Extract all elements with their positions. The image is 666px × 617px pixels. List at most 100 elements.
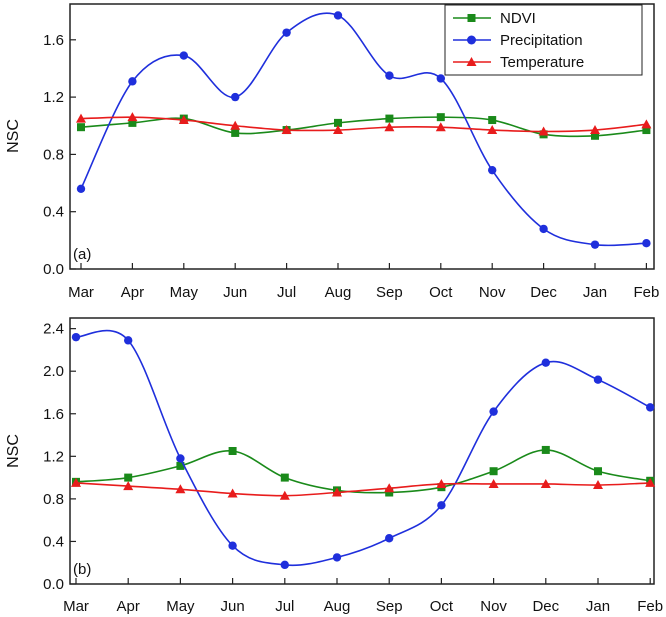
- panel-a-x-tick-label: Apr: [121, 284, 144, 301]
- panel-a-x-tick-label: Jun: [223, 284, 247, 301]
- panel-a-precipitation-point: [128, 77, 137, 86]
- panel-a-ndvi-point: [231, 128, 240, 137]
- panel-b-precipitation-point: [332, 553, 342, 562]
- panel-b-y-axis-title: NSC: [5, 434, 22, 468]
- panel-b-precipitation-point: [489, 407, 498, 416]
- panel-a: 0.0 0.4 0.8 1.2 1.6 Mar Apr May Jun Jul Aug Sep Oct…: [5, 3, 659, 301]
- panel-a-ndvi-point: [642, 126, 651, 135]
- panel-b-temperature-line: [75, 482, 651, 497]
- panel-b-x-tick-label: Nov: [480, 598, 507, 615]
- panel-b-ndvi-point: [228, 447, 237, 455]
- panel-b-x-tick-label: Feb: [637, 598, 663, 615]
- panel-b-ndvi-point: [176, 461, 185, 470]
- panel-b-temperature-point: [645, 477, 656, 487]
- panel-b-x-axis: Mar Apr May Jun Jul Aug Sep Oct Nov Dec Jan Feb: [63, 578, 663, 615]
- panel-b-x-tick-label: Oct: [430, 598, 454, 615]
- panel-a-x-tick-label: May: [170, 284, 199, 301]
- panel-a-precipitation-point: [385, 71, 394, 80]
- panel-a-x-axis: Mar Apr May Jun Jul Aug Sep Oct Nov Dec Jan Feb: [68, 263, 659, 301]
- panel-a-series: [76, 11, 652, 249]
- panel-b-ndvi-point: [594, 467, 602, 476]
- panel-b-temperature-point: [488, 478, 499, 488]
- legend: NDVI Precipitation Temperature: [444, 4, 643, 76]
- panel-b-ndvi-point: [124, 473, 133, 482]
- panel-a-precipitation-point: [539, 224, 548, 234]
- panel-b-frame: [69, 317, 655, 585]
- panel-a-precipitation-point: [282, 28, 291, 37]
- panel-b-precipitation-point: [280, 560, 289, 570]
- panel-a-x-tick-label: Dec: [530, 284, 557, 301]
- panel-b-precipitation-point: [437, 501, 446, 510]
- legend-precipitation-marker: [467, 35, 476, 45]
- panel-a-tag: (a): [73, 246, 91, 263]
- panel-a-y-tick-label: 0.4: [43, 204, 64, 221]
- panel-b-precipitation-point: [541, 358, 550, 367]
- panel-a-x-tick-label: Nov: [479, 284, 506, 301]
- panel-a-precipitation-point: [333, 11, 343, 20]
- legend-temperature-marker: [466, 57, 477, 66]
- panel-b-ndvi-point: [541, 445, 550, 454]
- panel-a-temperature-point: [230, 120, 241, 130]
- legend-entry-ndvi: NDVI: [453, 10, 536, 27]
- panel-a-ndvi-point: [334, 118, 342, 127]
- panel-a-y-tick-label: 0.0: [43, 261, 64, 278]
- panel-b-y-tick-label: 0.0: [43, 576, 64, 593]
- panel-a-precipitation-point: [642, 239, 651, 248]
- panel-b-x-tick-label: Mar: [63, 598, 89, 615]
- panel-b-precipitation-point: [385, 534, 394, 543]
- panel-b-temperature-point: [123, 481, 134, 491]
- panel-b-y-tick-label: 0.4: [43, 533, 64, 550]
- panel-a-y-tick-label: 1.6: [43, 32, 64, 49]
- panel-b-x-tick-label: Dec: [532, 598, 559, 615]
- panel-a-x-tick-label: Jul: [277, 284, 296, 301]
- panel-b-x-tick-label: Apr: [117, 598, 140, 615]
- panel-a-precipitation-point: [590, 240, 600, 249]
- panel-a-precipitation-point: [231, 92, 240, 102]
- panel-b-tag: (b): [73, 561, 91, 578]
- panel-a-y-tick-label: 0.8: [43, 146, 64, 163]
- panel-b-y-tick-label: 2.0: [43, 363, 64, 380]
- panel-b-precipitation-point: [176, 454, 185, 463]
- panel-b-series: [71, 329, 656, 570]
- panel-a-ndvi-point: [128, 118, 137, 127]
- panel-b-x-tick-label: Jun: [221, 598, 245, 615]
- panel-a-precipitation-point: [179, 51, 188, 60]
- legend-entry-precipitation: Precipitation: [453, 32, 583, 49]
- panel-b-precipitation-point: [593, 375, 603, 384]
- panel-b-precipitation-point: [646, 403, 655, 412]
- panel-a-ndvi-point: [488, 116, 497, 125]
- panel-a-ndvi-point: [385, 114, 394, 123]
- panel-b-temperature-point: [71, 477, 81, 487]
- panel-a-temperature-point: [487, 125, 498, 135]
- panel-a-temperature-point: [590, 125, 600, 135]
- panel-b-temperature-point: [175, 484, 186, 494]
- panel-b: 0.0 0.4 0.8 1.2 1.6 2.0 2.4 Mar Apr May Jun Jul Aug…: [5, 317, 663, 615]
- panel-a-y-axis-title: NSC: [5, 119, 22, 153]
- panel-b-ndvi-line: [75, 449, 651, 494]
- panel-b-ndvi-point: [385, 488, 394, 497]
- panel-a-precipitation-point: [436, 74, 445, 83]
- panel-a-x-tick-label: Aug: [325, 284, 352, 301]
- panel-b-y-axis: 0.0 0.4 0.8 1.2 1.6 2.0 2.4: [43, 321, 76, 593]
- panel-b-ndvi-point: [280, 473, 289, 482]
- panel-a-temperature-point: [641, 119, 652, 129]
- panel-b-y-tick-label: 0.8: [43, 491, 64, 508]
- panel-b-precipitation-point: [71, 332, 81, 342]
- legend-ndvi-marker: [467, 14, 476, 22]
- legend-entry-temperature: Temperature: [453, 54, 584, 71]
- panel-a-precipitation-point: [488, 165, 497, 175]
- panel-a-temperature-point: [384, 122, 395, 132]
- panel-a-ndvi-point: [591, 131, 599, 140]
- panel-b-x-tick-label: Jul: [275, 598, 294, 615]
- panel-b-temperature-point: [227, 488, 238, 498]
- panel-b-temperature-point: [593, 480, 603, 490]
- panel-b-precipitation-point: [228, 541, 237, 550]
- panel-a-x-tick-label: Mar: [68, 284, 94, 301]
- legend-temperature-label: Temperature: [500, 54, 584, 71]
- panel-b-y-tick-label: 2.4: [43, 321, 64, 338]
- panel-a-temperature-point: [76, 113, 86, 123]
- legend-ndvi-label: NDVI: [500, 10, 536, 27]
- panel-a-temperature-point: [435, 122, 446, 132]
- panel-a-temperature-line: [80, 116, 647, 133]
- legend-precipitation-label: Precipitation: [500, 32, 583, 49]
